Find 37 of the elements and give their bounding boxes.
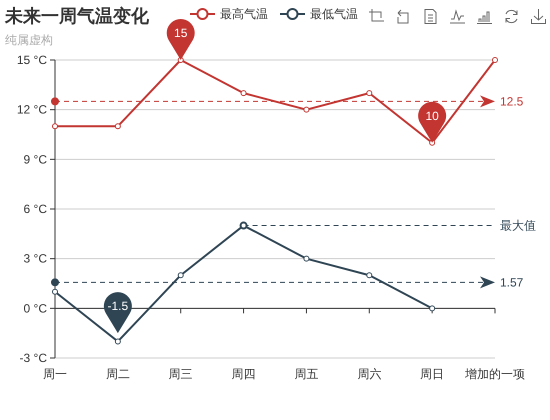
x-tick-label: 周三 [168,367,193,381]
y-tick-label: 15 °C [16,53,48,67]
x-tick-label: 周四 [232,367,256,381]
annotation: 10 [425,108,440,123]
chart-subtitle: 纯属虚构 [5,33,53,47]
point [492,57,498,63]
point [303,256,310,262]
x-tick-label: 周一 [43,367,67,381]
point [114,338,121,344]
ref-line-label: 12.5 [500,94,524,108]
point [114,123,121,130]
ref-line-label: 1.57 [500,275,524,290]
legend-label: 最低气温 [310,7,358,21]
point [240,90,247,96]
y-tick-label: 0 °C [24,301,48,316]
x-tick-label: 周六 [357,367,382,381]
point [366,90,372,96]
annotation: 15 [174,26,188,40]
point [429,305,436,312]
y-tick-label: -3 °C [20,351,48,365]
point [52,288,58,295]
annotation: -1.5 [108,299,129,314]
y-tick-label: 9 °C [24,152,48,166]
x-tick-label: 周二 [106,367,130,381]
x-tick-label: 周五 [294,367,318,381]
point [178,272,184,278]
chart-title: 未来一周气温变化 [4,6,150,26]
point [303,106,310,113]
x-tick-label: 增加的一项 [464,367,525,381]
ref-line-label: 最大值 [500,218,536,233]
y-tick-label: 6 °C [24,202,48,216]
x-tick-label: 周日 [420,367,444,381]
point [366,272,372,278]
legend-label: 最高气温 [220,7,268,21]
y-tick-label: 3 °C [24,252,48,266]
y-tick-label: 12 °C [16,102,48,117]
point [52,123,58,130]
